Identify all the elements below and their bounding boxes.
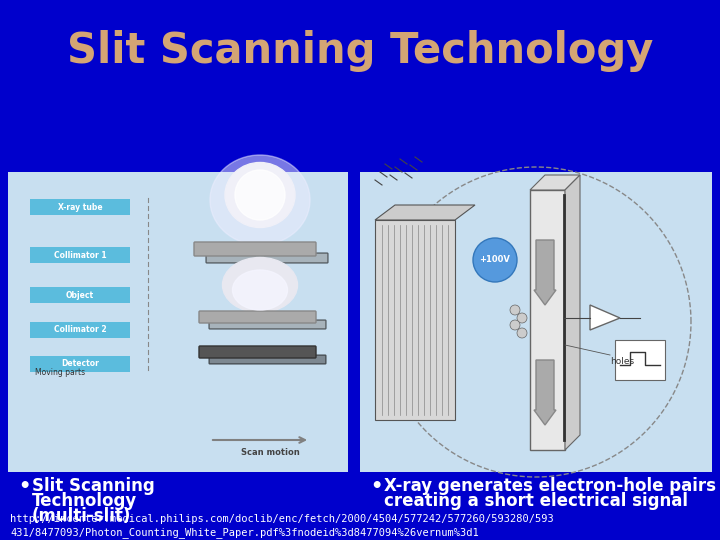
Polygon shape (375, 205, 475, 220)
FancyBboxPatch shape (199, 346, 316, 358)
Text: Slit Scanning: Slit Scanning (32, 477, 155, 495)
FancyBboxPatch shape (194, 242, 316, 256)
Circle shape (473, 238, 517, 282)
Circle shape (517, 313, 527, 323)
Ellipse shape (210, 155, 310, 245)
Text: Slit Scanning Technology: Slit Scanning Technology (67, 30, 653, 72)
Bar (30, 287, 130, 303)
Text: X-ray tube: X-ray tube (58, 202, 102, 212)
Text: •: • (18, 477, 30, 496)
FancyBboxPatch shape (199, 311, 316, 323)
Text: Collimator 1: Collimator 1 (54, 251, 107, 260)
Bar (30, 247, 130, 263)
Text: Scan motion: Scan motion (240, 448, 300, 457)
Text: X-ray generates electron-hole pairs: X-ray generates electron-hole pairs (384, 477, 716, 495)
Ellipse shape (235, 170, 285, 220)
FancyBboxPatch shape (209, 320, 326, 329)
FancyArrow shape (534, 240, 556, 305)
Text: 431/8477093/Photon_Counting_White_Paper.pdf%3fnodeid%3d8477094%26vernum%3d1: 431/8477093/Photon_Counting_White_Paper.… (10, 527, 479, 538)
Text: Object: Object (66, 291, 94, 300)
Polygon shape (590, 305, 620, 330)
Polygon shape (530, 175, 580, 190)
Text: •: • (370, 477, 382, 496)
Text: Moving parts: Moving parts (35, 368, 85, 377)
FancyArrow shape (534, 360, 556, 425)
Bar (30, 199, 130, 215)
Text: http://incenter.medical.philips.com/doclib/enc/fetch/2000/4504/577242/577260/593: http://incenter.medical.philips.com/docl… (10, 514, 554, 524)
Text: Detector: Detector (61, 360, 99, 368)
Bar (360, 172, 712, 472)
Ellipse shape (233, 270, 287, 310)
Text: +100V: +100V (480, 255, 510, 265)
Ellipse shape (225, 163, 295, 227)
FancyBboxPatch shape (209, 355, 326, 364)
Polygon shape (565, 175, 580, 450)
Text: (multi-slit): (multi-slit) (32, 507, 131, 525)
Bar (615, 340, 665, 380)
Text: creating a short electrical signal: creating a short electrical signal (384, 492, 688, 510)
Bar (30, 356, 130, 372)
Circle shape (510, 305, 520, 315)
Text: Collimator 2: Collimator 2 (54, 326, 107, 334)
Circle shape (510, 320, 520, 330)
Bar (530, 190, 565, 450)
Text: Technology: Technology (32, 492, 138, 510)
Bar (375, 220, 455, 420)
Bar (30, 322, 130, 338)
Text: holes: holes (610, 357, 634, 366)
Ellipse shape (222, 258, 297, 313)
Circle shape (517, 328, 527, 338)
Bar (8, 172, 348, 472)
FancyBboxPatch shape (206, 253, 328, 263)
